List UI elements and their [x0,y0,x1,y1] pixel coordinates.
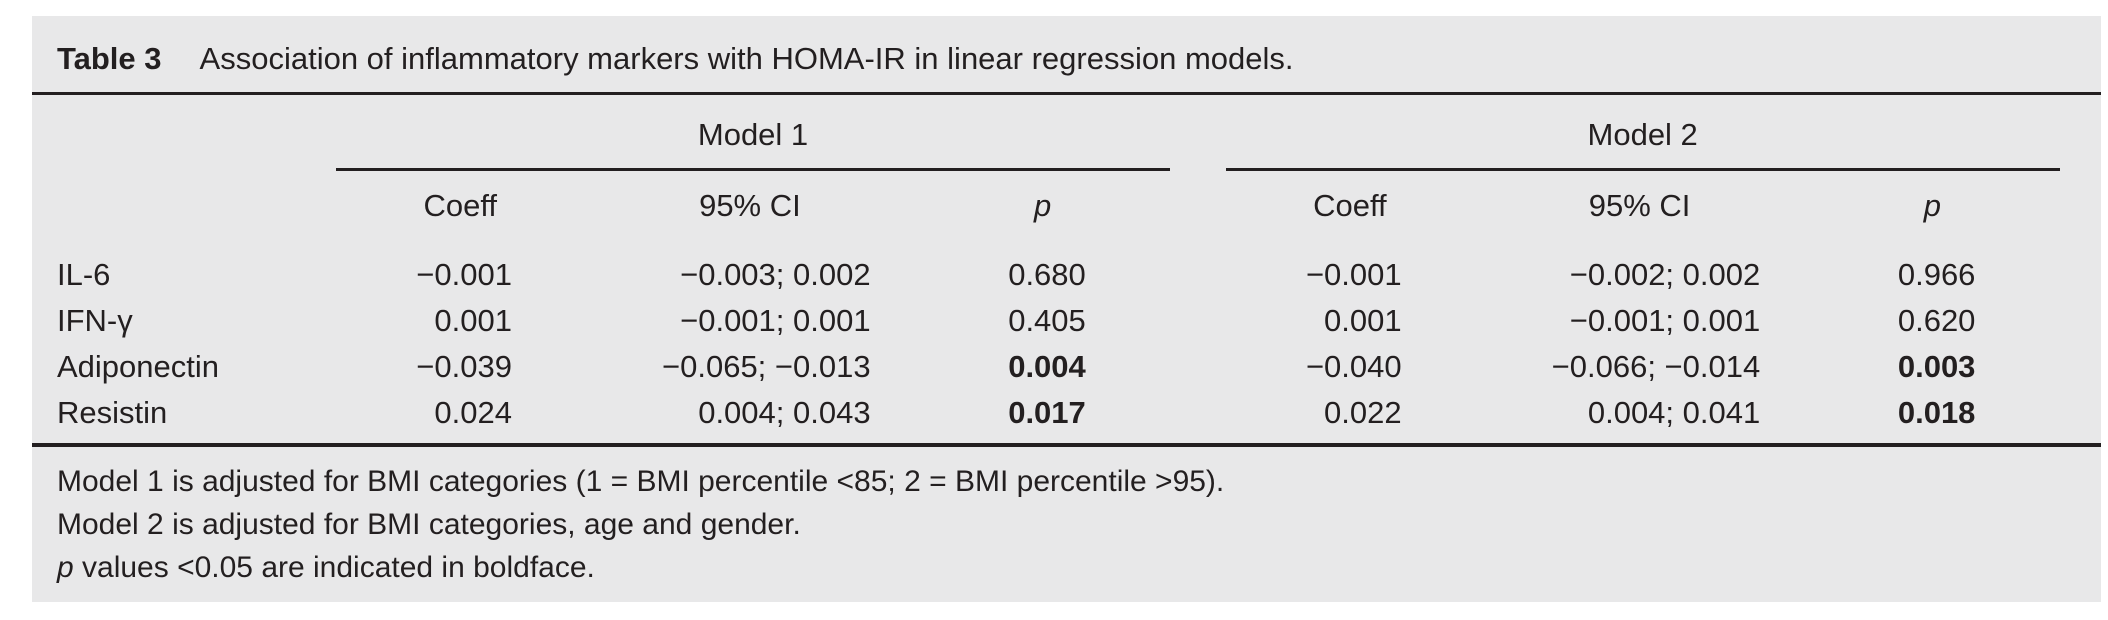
m1-coeff-value: −0.001 [416,257,512,292]
m1-coeff-value: −0.039 [416,349,512,384]
m2-p-value: 0.018 [1897,395,1976,430]
m2-coeff-value: 0.001 [1324,303,1402,338]
table-body: IL-6 −0.001 −0.003; 0.002 0.680 −0.001 −… [32,243,2101,443]
table-row: Adiponectin −0.039 −0.065; −0.013 0.004 … [32,344,2101,390]
table-bottom-rule [32,443,2101,447]
m2-p-value: 0.966 [1897,257,1976,292]
gap-cell [1170,390,1226,443]
m1-p-value: 0.017 [1008,395,1086,430]
m2-ci-value: −0.001; 0.001 [1569,303,1761,338]
table-row: IFN-γ 0.001 −0.001; 0.001 0.405 0.001 −0… [32,298,2101,344]
footnote-model2: Model 2 is adjusted for BMI categories, … [57,508,801,541]
m2-ci-header: 95% CI [1588,188,1691,223]
table-row: IL-6 −0.001 −0.003; 0.002 0.680 −0.001 −… [32,243,2101,298]
m2-coeff-value: 0.022 [1324,395,1402,430]
m1-coeff-header: Coeff [423,188,498,223]
caption-divider-rule [32,92,2101,95]
m1-coeff-value: 0.001 [434,303,512,338]
table-caption-text: Association of inflammatory markers with… [199,41,1294,76]
row-label: Resistin [57,395,168,430]
header-gap-cell [1170,170,1226,244]
m2-coeff-header: Coeff [1313,188,1387,223]
m2-coeff-value: −0.001 [1305,257,1402,292]
m1-ci-value: −0.065; −0.013 [662,349,871,384]
column-header-row: Coeff 95% CI p Coeff 95% CI p [32,170,2101,244]
row-label: IFN-γ [57,303,133,338]
m2-p-header: p [1923,188,1941,223]
m1-p-value: 0.004 [1008,349,1086,384]
right-pad-cell [2060,344,2101,390]
table-panel: Table 3 Association of inflammatory marke… [32,16,2101,602]
right-pad-cell [2060,95,2101,170]
m2-ci-value: 0.004; 0.041 [1587,395,1761,430]
table-row: Resistin 0.024 0.004; 0.043 0.017 0.022 … [32,390,2101,443]
footnote-pvalues: p values <0.05 are indicated in boldface… [57,551,595,584]
m2-p-value: 0.620 [1897,303,1976,338]
m1-p-value: 0.680 [1008,257,1086,292]
m1-ci-value: 0.004; 0.043 [698,395,871,430]
right-pad-cell [2060,243,2101,298]
model-group-header-row: Model 1 Model 2 [32,95,2101,171]
footnote-model1: Model 1 is adjusted for BMI categories (… [57,465,1225,498]
m2-ci-value: −0.002; 0.002 [1569,257,1761,292]
right-pad-cell [2060,390,2101,443]
gap-cell [1170,344,1226,390]
right-pad-cell [2060,170,2101,244]
regression-table: Model 1 Model 2 Coeff 95% CI p Coeff 95%… [32,95,2101,443]
table-caption-label: Table 3 [57,41,162,76]
row-label: IL-6 [57,257,111,292]
m2-ci-value: −0.066; −0.014 [1551,349,1761,384]
group-header-model1: Model 1 [336,95,1170,171]
m1-p-header: p [1034,188,1052,223]
empty-corner-cell [32,95,336,170]
gap-cell [1170,298,1226,344]
group-header-model2: Model 2 [1225,95,2060,171]
m1-coeff-value: 0.024 [434,395,512,430]
row-label: Adiponectin [57,349,220,384]
m1-ci-value: −0.003; 0.002 [680,257,871,292]
gap-cell [1170,243,1226,298]
m1-p-value: 0.405 [1008,303,1086,338]
m2-coeff-value: −0.040 [1305,349,1402,384]
empty-label-header [32,170,336,244]
footnotes: Model 1 is adjusted for BMI categories (… [32,447,2101,589]
group-gap-cell [1170,95,1226,170]
right-pad-cell [2060,298,2101,344]
m1-ci-header: 95% CI [699,188,801,223]
table-caption: Table 3 Association of inflammatory marke… [32,16,2101,92]
m1-ci-value: −0.001; 0.001 [680,303,871,338]
m2-p-value: 0.003 [1897,349,1976,384]
